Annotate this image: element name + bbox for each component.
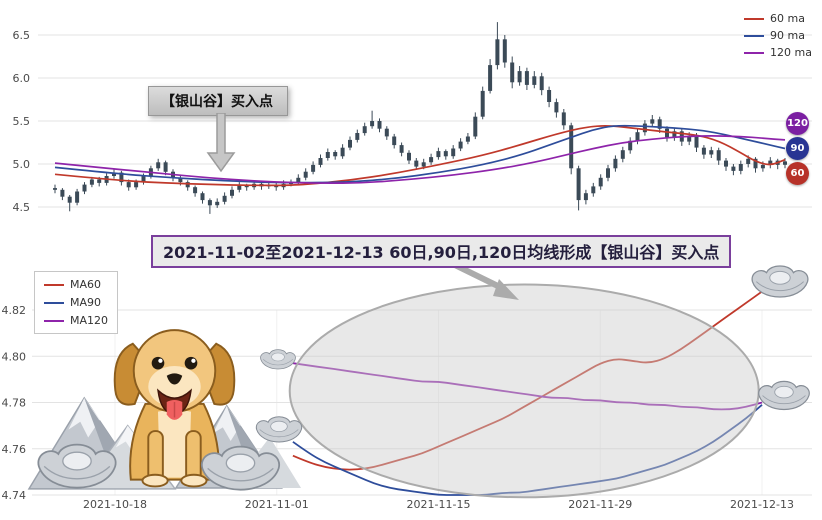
silver-valley-highlight-ellipse: [288, 283, 760, 499]
ma-badge-90: 90: [786, 137, 809, 160]
legend-label: MA120: [70, 314, 109, 327]
bottom-ma-line-MA90: [292, 404, 763, 496]
svg-text:4.78: 4.78: [2, 397, 27, 410]
bottom-chart-legend: MA60 MA90 MA120: [34, 271, 119, 334]
top-chart-legend: 60 ma 90 ma 120 ma: [744, 12, 812, 59]
silver-ingot-icon: [260, 349, 296, 370]
svg-text:2021-11-01: 2021-11-01: [245, 498, 309, 511]
legend-label: 60 ma: [770, 12, 805, 25]
bottom-ma-line-MA60: [292, 290, 763, 471]
top-grid: 4.5 5.0 5.5 6.0 6.5: [13, 29, 812, 214]
svg-text:4.80: 4.80: [2, 350, 27, 363]
legend-item: 120 ma: [744, 46, 812, 59]
legend-line-swatch: [44, 301, 64, 304]
silver-ingot-icon: [37, 443, 117, 489]
svg-text:4.82: 4.82: [2, 304, 27, 317]
svg-text:5.5: 5.5: [13, 115, 31, 128]
ma-period-badges: 120 90 60: [786, 112, 809, 185]
banner-arrow-icon: [453, 263, 519, 300]
svg-text:6.5: 6.5: [13, 29, 31, 42]
down-arrow-icon: [206, 113, 236, 173]
summary-banner: 2021-11-02至2021-12-13 60日,90日,120日均线形成【银…: [151, 235, 732, 268]
svg-text:4.74: 4.74: [2, 489, 27, 502]
legend-line-swatch: [744, 34, 765, 37]
top-ma-line-60ma: [54, 125, 786, 187]
legend-label: 120 ma: [770, 46, 812, 59]
legend-item: MA120: [44, 314, 108, 327]
legend-label: MA60: [70, 278, 102, 291]
legend-item: MA60: [44, 278, 108, 291]
silver-ingot-icon: [758, 380, 810, 411]
top-candlestick-chart: 4.5 5.0 5.5 6.0 6.5: [13, 22, 812, 214]
legend-item: 60 ma: [744, 12, 812, 25]
legend-item: 90 ma: [744, 29, 812, 42]
svg-text:6.0: 6.0: [13, 72, 31, 85]
silver-ingot-icon: [255, 416, 303, 443]
legend-label: 90 ma: [770, 29, 805, 42]
legend-line-swatch: [44, 319, 64, 322]
legend-line-swatch: [44, 283, 64, 286]
dog-illustration: [113, 329, 236, 488]
legend-label: MA90: [70, 296, 102, 309]
top-ma-line-120ma: [54, 135, 786, 184]
bottom-ma-line-MA120: [292, 362, 763, 411]
silver-ingot-icon: [751, 265, 809, 298]
legend-line-swatch: [744, 51, 765, 54]
svg-text:5.0: 5.0: [13, 158, 31, 171]
ma-badge-60: 60: [786, 162, 809, 185]
legend-item: MA90: [44, 296, 108, 309]
svg-text:2021-11-29: 2021-11-29: [568, 498, 632, 511]
svg-text:2021-11-15: 2021-11-15: [407, 498, 471, 511]
svg-text:2021-10-18: 2021-10-18: [83, 498, 147, 511]
top-ma-line-90ma: [54, 124, 786, 184]
silver-ingot-icon: [200, 445, 281, 491]
buy-point-annotation: 【银山谷】买入点: [148, 86, 288, 116]
svg-text:4.5: 4.5: [13, 201, 31, 214]
svg-text:2021-12-13: 2021-12-13: [730, 498, 794, 511]
candlestick-series: [53, 22, 787, 214]
ma-badge-120: 120: [786, 112, 809, 135]
svg-text:4.76: 4.76: [2, 443, 27, 456]
legend-line-swatch: [744, 17, 765, 20]
